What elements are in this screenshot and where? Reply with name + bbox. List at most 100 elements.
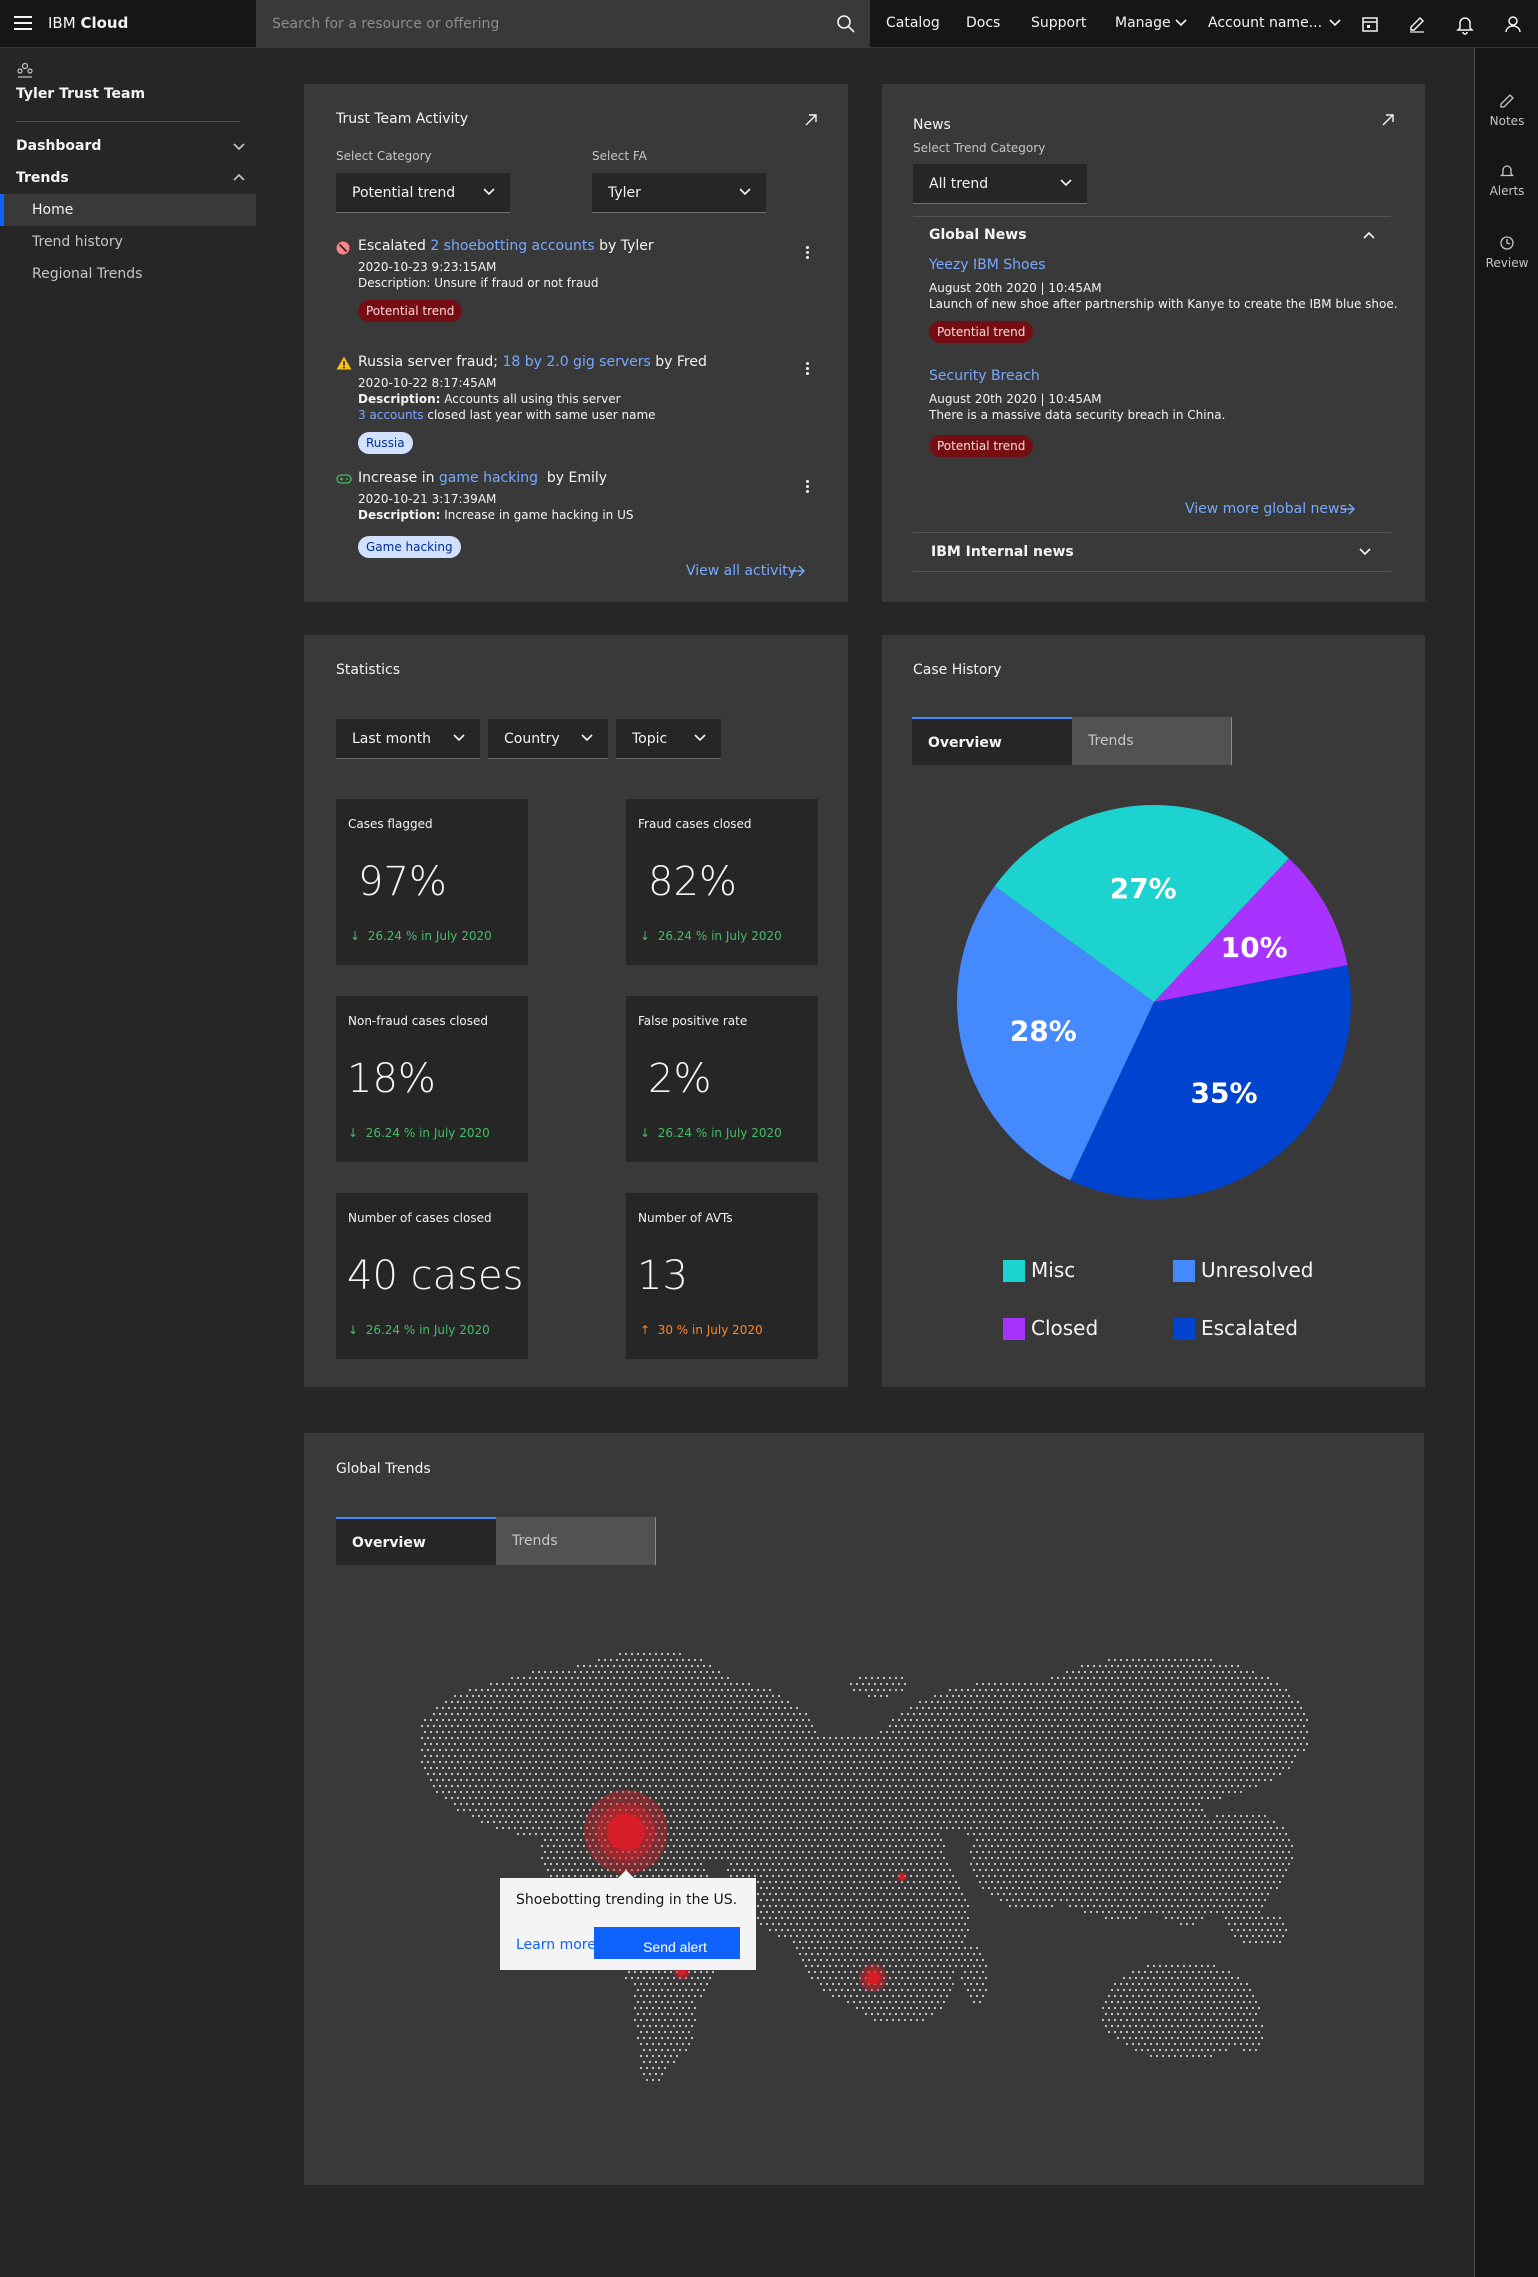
- map-hotspot[interactable]: [899, 1874, 905, 1880]
- chevron-down-icon: [694, 734, 706, 742]
- global-trends-title: Global Trends: [336, 1461, 431, 1477]
- tab-overview[interactable]: Overview: [336, 1517, 496, 1565]
- category-label: Select Category: [336, 149, 432, 163]
- activity-title: Trust Team Activity: [336, 111, 469, 127]
- case-history-title: Case History: [913, 662, 1002, 678]
- activity-link[interactable]: 18 by 2.0 gig servers: [502, 354, 651, 370]
- arrow-right-icon[interactable]: [790, 565, 806, 577]
- chevron-up-icon[interactable]: [1362, 230, 1376, 240]
- view-more-news-link[interactable]: View more global news: [1185, 501, 1347, 517]
- sidebar-item-regional-trends[interactable]: Regional Trends: [32, 266, 143, 282]
- bell-icon[interactable]: [1453, 12, 1477, 36]
- launch-icon[interactable]: [1381, 113, 1395, 127]
- tab-trends[interactable]: Trends: [496, 1517, 656, 1565]
- world-dot-map[interactable]: [380, 1630, 1320, 2090]
- search-input[interactable]: Search for a resource or offering: [272, 16, 500, 32]
- stat-delta: ↓ 26.24 % in July 2020: [350, 929, 492, 943]
- tab-overview[interactable]: Overview: [912, 717, 1072, 765]
- launch-icon[interactable]: [804, 113, 818, 127]
- pie-slice-closed[interactable]: [1154, 858, 1348, 1002]
- news-desc: There is a massive data security breach …: [929, 408, 1226, 422]
- trend-category-dropdown[interactable]: All trend: [913, 164, 1087, 204]
- category-dropdown[interactable]: Potential trend: [336, 173, 510, 213]
- edit-icon[interactable]: [1405, 12, 1429, 36]
- nav-manage[interactable]: Manage: [1115, 15, 1171, 31]
- arrow-right-icon[interactable]: [1340, 503, 1356, 515]
- activity-link[interactable]: game hacking: [438, 470, 538, 486]
- tag-potential-trend[interactable]: Potential trend: [929, 321, 1034, 343]
- search-icon[interactable]: [836, 14, 856, 34]
- map-hotspot[interactable]: [866, 1971, 880, 1985]
- map-hotspot[interactable]: [678, 1968, 686, 1976]
- tag-potential-trend[interactable]: Potential trend: [358, 300, 463, 322]
- topic-dropdown[interactable]: Topic: [616, 719, 721, 759]
- nav-support[interactable]: Support: [1031, 15, 1087, 31]
- sidebar-item-dashboard[interactable]: Dashboard: [16, 138, 102, 154]
- chevron-down-icon[interactable]: [1358, 547, 1372, 557]
- overflow-menu-icon[interactable]: [806, 362, 810, 377]
- sidebar-item-home[interactable]: Home: [0, 194, 256, 226]
- chevron-up-icon[interactable]: [232, 172, 246, 182]
- menu-icon[interactable]: [14, 16, 32, 32]
- send-alert-button[interactable]: Send alert: [594, 1927, 740, 1959]
- news-item-link[interactable]: Yeezy IBM Shoes: [929, 257, 1046, 273]
- rail-notes[interactable]: Notes: [1475, 92, 1538, 128]
- news-divider: [913, 571, 1391, 572]
- fa-dropdown[interactable]: Tyler: [592, 173, 766, 213]
- chevron-down-icon[interactable]: [1328, 18, 1342, 28]
- overflow-menu-icon[interactable]: [806, 480, 810, 495]
- stat-tile-false-positive: False positive rate 2% ↓ 26.24 % in July…: [626, 996, 818, 1162]
- rail-alerts[interactable]: Alerts: [1475, 162, 1538, 198]
- history-icon: [1500, 236, 1514, 250]
- map-tooltip: Shoebotting trending in the US. Learn mo…: [500, 1870, 756, 1970]
- rail-review[interactable]: Review: [1475, 234, 1538, 270]
- news-divider: [913, 216, 1391, 217]
- brand-logo[interactable]: IBM Cloud: [48, 14, 129, 32]
- news-divider: [913, 532, 1391, 533]
- tag-potential-trend[interactable]: Potential trend: [929, 435, 1034, 457]
- account-name[interactable]: Account name...: [1208, 15, 1323, 31]
- internal-news-header[interactable]: IBM Internal news: [931, 544, 1074, 560]
- user-icon[interactable]: [1501, 12, 1525, 36]
- pie-label: 28%: [1010, 1014, 1077, 1047]
- stat-value: 40 cases: [347, 1253, 524, 1299]
- activity-link[interactable]: 2 shoebotting accounts: [430, 238, 595, 254]
- stat-value: 13: [637, 1253, 688, 1299]
- search-bar[interactable]: Search for a resource or offering: [256, 0, 870, 48]
- accounts-link[interactable]: 3 accounts: [358, 408, 424, 422]
- stat-delta: ↑ 30 % in July 2020: [640, 1323, 763, 1337]
- tag-russia[interactable]: Russia: [358, 432, 413, 454]
- news-title: News: [913, 117, 951, 133]
- map-hotspot[interactable]: [607, 1813, 645, 1851]
- game-controller-icon: [336, 474, 352, 484]
- pie-slice-unresolved[interactable]: [957, 886, 1154, 1181]
- sidebar-item-trends[interactable]: Trends: [16, 170, 69, 186]
- calendar-icon[interactable]: [1358, 12, 1382, 36]
- activity-desc: Description: Accounts all using this ser…: [358, 392, 621, 406]
- activity-item-3: Increase in game hacking by Emily: [358, 470, 608, 486]
- stat-tile-avts: Number of AVTs 13 ↑ 30 % in July 2020: [626, 1193, 818, 1359]
- overflow-menu-icon[interactable]: [806, 246, 810, 261]
- legend-swatch: [1003, 1260, 1025, 1282]
- legend-label: Closed: [1031, 1316, 1099, 1340]
- tag-game-hacking[interactable]: Game hacking: [358, 536, 461, 558]
- chevron-down-icon[interactable]: [232, 142, 246, 152]
- period-dropdown[interactable]: Last month: [336, 719, 480, 759]
- country-dropdown[interactable]: Country: [488, 719, 608, 759]
- activity-desc-extra: 3 accounts closed last year with same us…: [358, 408, 656, 422]
- nav-divider: [16, 121, 240, 122]
- tab-trends[interactable]: Trends: [1072, 717, 1232, 765]
- pie-slice-misc[interactable]: [994, 805, 1289, 1002]
- chevron-down-icon[interactable]: [1174, 18, 1188, 28]
- trend-category-label: Select Trend Category: [913, 141, 1046, 155]
- news-date: August 20th 2020 | 10:45AM: [929, 281, 1102, 295]
- statistics-title: Statistics: [336, 662, 400, 678]
- sidebar-item-trend-history[interactable]: Trend history: [32, 234, 123, 250]
- nav-docs[interactable]: Docs: [966, 15, 1001, 31]
- pie-slice-escalated[interactable]: [1070, 965, 1351, 1199]
- learn-more-link[interactable]: Learn more: [516, 1937, 596, 1953]
- view-all-activity-link[interactable]: View all activity: [686, 563, 797, 579]
- nav-catalog[interactable]: Catalog: [886, 15, 940, 31]
- news-item-link[interactable]: Security Breach: [929, 368, 1040, 384]
- global-news-header[interactable]: Global News: [929, 227, 1027, 243]
